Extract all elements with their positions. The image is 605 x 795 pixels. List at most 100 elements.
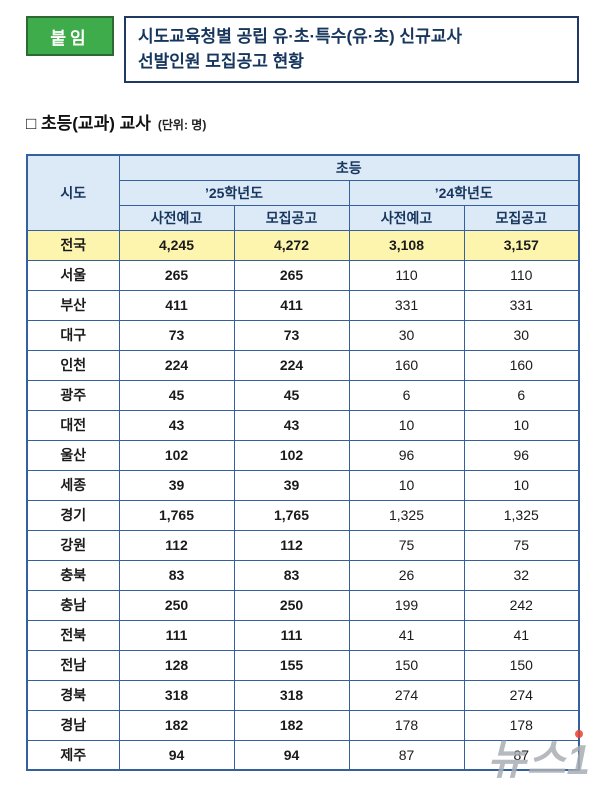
value-cell: 32 — [463, 559, 580, 591]
value-cell: 250 — [118, 589, 235, 621]
value-cell: 94 — [233, 739, 350, 771]
value-cell: 111 — [118, 619, 235, 651]
page: 붙임 시도교육청별 공립 유·초·특수(유·초) 신규교사 선발인원 모집공고 … — [26, 16, 581, 772]
value-cell: 411 — [233, 289, 350, 321]
unit-label: (단위: 명) — [157, 118, 207, 133]
region-cell: 광주 — [26, 379, 120, 411]
table-row: 인천 224 224 160 160 — [26, 349, 580, 381]
value-cell: 3,157 — [463, 229, 580, 261]
table-body: 전국 4,245 4,272 3,108 3,157 서울 265 265 11… — [26, 229, 580, 771]
value-cell: 83 — [118, 559, 235, 591]
table-row: 광주 45 45 6 6 — [26, 379, 580, 411]
value-cell: 274 — [463, 679, 580, 711]
table-row: 부산 411 411 331 331 — [26, 289, 580, 321]
value-cell: 39 — [118, 469, 235, 501]
value-cell: 160 — [463, 349, 580, 381]
table-row: 강원 112 112 75 75 — [26, 529, 580, 561]
subtitle-label: □ 초등(교과) 교사 — [26, 114, 151, 134]
value-cell: 6 — [348, 379, 465, 411]
value-cell: 41 — [348, 619, 465, 651]
value-cell: 1,765 — [233, 499, 350, 531]
value-cell: 155 — [233, 649, 350, 681]
value-cell: 182 — [118, 709, 235, 741]
value-cell: 45 — [118, 379, 235, 411]
value-cell: 250 — [233, 589, 350, 621]
value-cell: 110 — [463, 259, 580, 291]
table-row: 서울 265 265 110 110 — [26, 259, 580, 291]
value-cell: 10 — [463, 469, 580, 501]
title-line-2: 선발인원 모집공고 현황 — [138, 51, 304, 71]
value-cell: 39 — [233, 469, 350, 501]
value-cell: 83 — [233, 559, 350, 591]
col-header-year-24: ’24학년도 — [348, 179, 580, 206]
value-cell: 102 — [233, 439, 350, 471]
title-line-1: 시도교육청별 공립 유·초·특수(유·초) 신규교사 — [138, 27, 462, 46]
col-header-region: 시도 — [26, 154, 120, 231]
value-cell: 4,272 — [233, 229, 350, 261]
value-cell: 182 — [233, 709, 350, 741]
value-cell: 112 — [233, 529, 350, 561]
region-cell: 전남 — [26, 649, 120, 681]
region-cell: 충남 — [26, 589, 120, 621]
value-cell: 224 — [233, 349, 350, 381]
col-header-24-pub: 모집공고 — [463, 204, 580, 231]
table-row: 대구 73 73 30 30 — [26, 319, 580, 351]
value-cell: 160 — [348, 349, 465, 381]
value-cell: 30 — [463, 319, 580, 351]
header: 붙임 시도교육청별 공립 유·초·특수(유·초) 신규교사 선발인원 모집공고 … — [26, 16, 579, 84]
col-header-group: 초등 — [118, 154, 580, 181]
table-row: 제주 94 94 87 87 — [26, 739, 580, 771]
value-cell: 45 — [233, 379, 350, 411]
table-row: 세종 39 39 10 10 — [26, 469, 580, 501]
value-cell: 87 — [348, 739, 465, 771]
value-cell: 274 — [348, 679, 465, 711]
value-cell: 112 — [118, 529, 235, 561]
col-header-24-pre: 사전예고 — [348, 204, 465, 231]
value-cell: 10 — [348, 409, 465, 441]
section-subtitle: □ 초등(교과) 교사 (단위: 명) — [26, 109, 579, 134]
value-cell: 1,765 — [118, 499, 235, 531]
value-cell: 199 — [348, 589, 465, 621]
region-cell: 인천 — [26, 349, 120, 381]
region-cell: 충북 — [26, 559, 120, 591]
value-cell: 96 — [463, 439, 580, 471]
recruitment-table: 시도 초등 ’25학년도 ’24학년도 사전예고 모집공고 사전예고 모집공고 … — [26, 154, 581, 772]
table-row: 경북 318 318 274 274 — [26, 679, 580, 711]
document-title: 시도교육청별 공립 유·초·특수(유·초) 신규교사 선발인원 모집공고 현황 — [124, 16, 579, 84]
value-cell: 150 — [463, 649, 580, 681]
value-cell: 178 — [348, 709, 465, 741]
value-cell: 331 — [348, 289, 465, 321]
value-cell: 411 — [118, 289, 235, 321]
region-cell: 경북 — [26, 679, 120, 711]
region-cell: 대전 — [26, 409, 120, 441]
table-row: 경기 1,765 1,765 1,325 1,325 — [26, 499, 580, 531]
table-row: 충남 250 250 199 242 — [26, 589, 580, 621]
value-cell: 73 — [233, 319, 350, 351]
value-cell: 128 — [118, 649, 235, 681]
value-cell: 242 — [463, 589, 580, 621]
region-cell: 부산 — [26, 289, 120, 321]
region-cell: 전국 — [26, 229, 120, 261]
value-cell: 110 — [348, 259, 465, 291]
region-cell: 전북 — [26, 619, 120, 651]
value-cell: 96 — [348, 439, 465, 471]
value-cell: 318 — [118, 679, 235, 711]
value-cell: 1,325 — [348, 499, 465, 531]
total-row: 전국 4,245 4,272 3,108 3,157 — [26, 229, 580, 261]
region-cell: 대구 — [26, 319, 120, 351]
value-cell: 41 — [463, 619, 580, 651]
col-header-25-pre: 사전예고 — [118, 204, 235, 231]
value-cell: 43 — [118, 409, 235, 441]
value-cell: 75 — [463, 529, 580, 561]
table-row: 경남 182 182 178 178 — [26, 709, 580, 741]
value-cell: 94 — [118, 739, 235, 771]
table-row: 전북 111 111 41 41 — [26, 619, 580, 651]
table-row: 전남 128 155 150 150 — [26, 649, 580, 681]
table-row: 울산 102 102 96 96 — [26, 439, 580, 471]
region-cell: 제주 — [26, 739, 120, 771]
value-cell: 10 — [463, 409, 580, 441]
value-cell: 30 — [348, 319, 465, 351]
value-cell: 265 — [118, 259, 235, 291]
value-cell: 102 — [118, 439, 235, 471]
value-cell: 6 — [463, 379, 580, 411]
